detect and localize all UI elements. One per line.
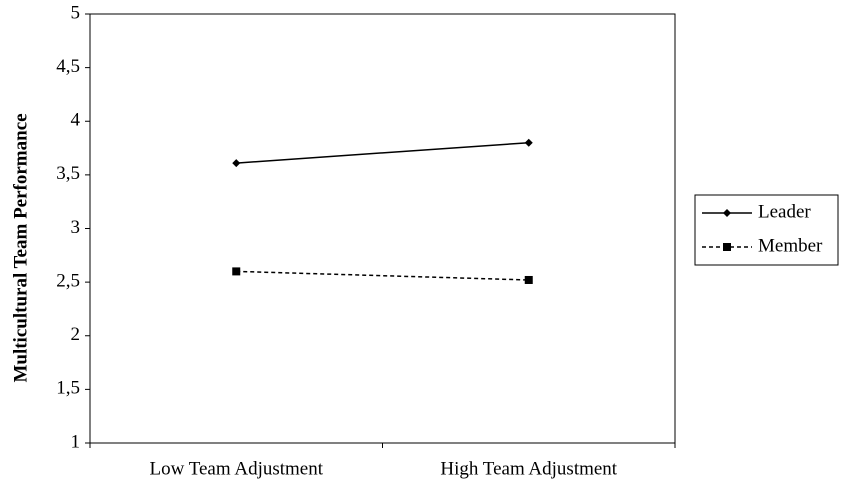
y-axis-title: Multicultural Team Performance (10, 113, 31, 382)
y-tick-label: 3,5 (56, 163, 80, 184)
series-line (236, 270, 529, 281)
marker (723, 209, 731, 217)
marker (524, 275, 533, 284)
y-tick-label: 5 (71, 2, 81, 23)
series-line (236, 141, 529, 164)
y-tick-label: 3 (71, 217, 81, 238)
marker (524, 138, 533, 147)
legend-label: Leader (758, 201, 811, 222)
y-tick-label: 4,5 (56, 56, 80, 77)
x-tick-label: Low Team Adjustment (149, 458, 323, 479)
plot-frame (89, 13, 676, 444)
y-tick-label: 2 (71, 324, 81, 345)
x-tick-label: High Team Adjustment (440, 458, 617, 479)
y-tick-label: 4 (71, 110, 81, 131)
y-tick-label: 1 (71, 431, 81, 452)
marker (232, 159, 241, 168)
y-tick-label: 2,5 (56, 270, 80, 291)
y-tick-label: 1,5 (56, 378, 80, 399)
marker (723, 243, 731, 251)
legend-label: Member (758, 235, 823, 256)
legend-box (694, 194, 839, 266)
marker (232, 267, 241, 276)
